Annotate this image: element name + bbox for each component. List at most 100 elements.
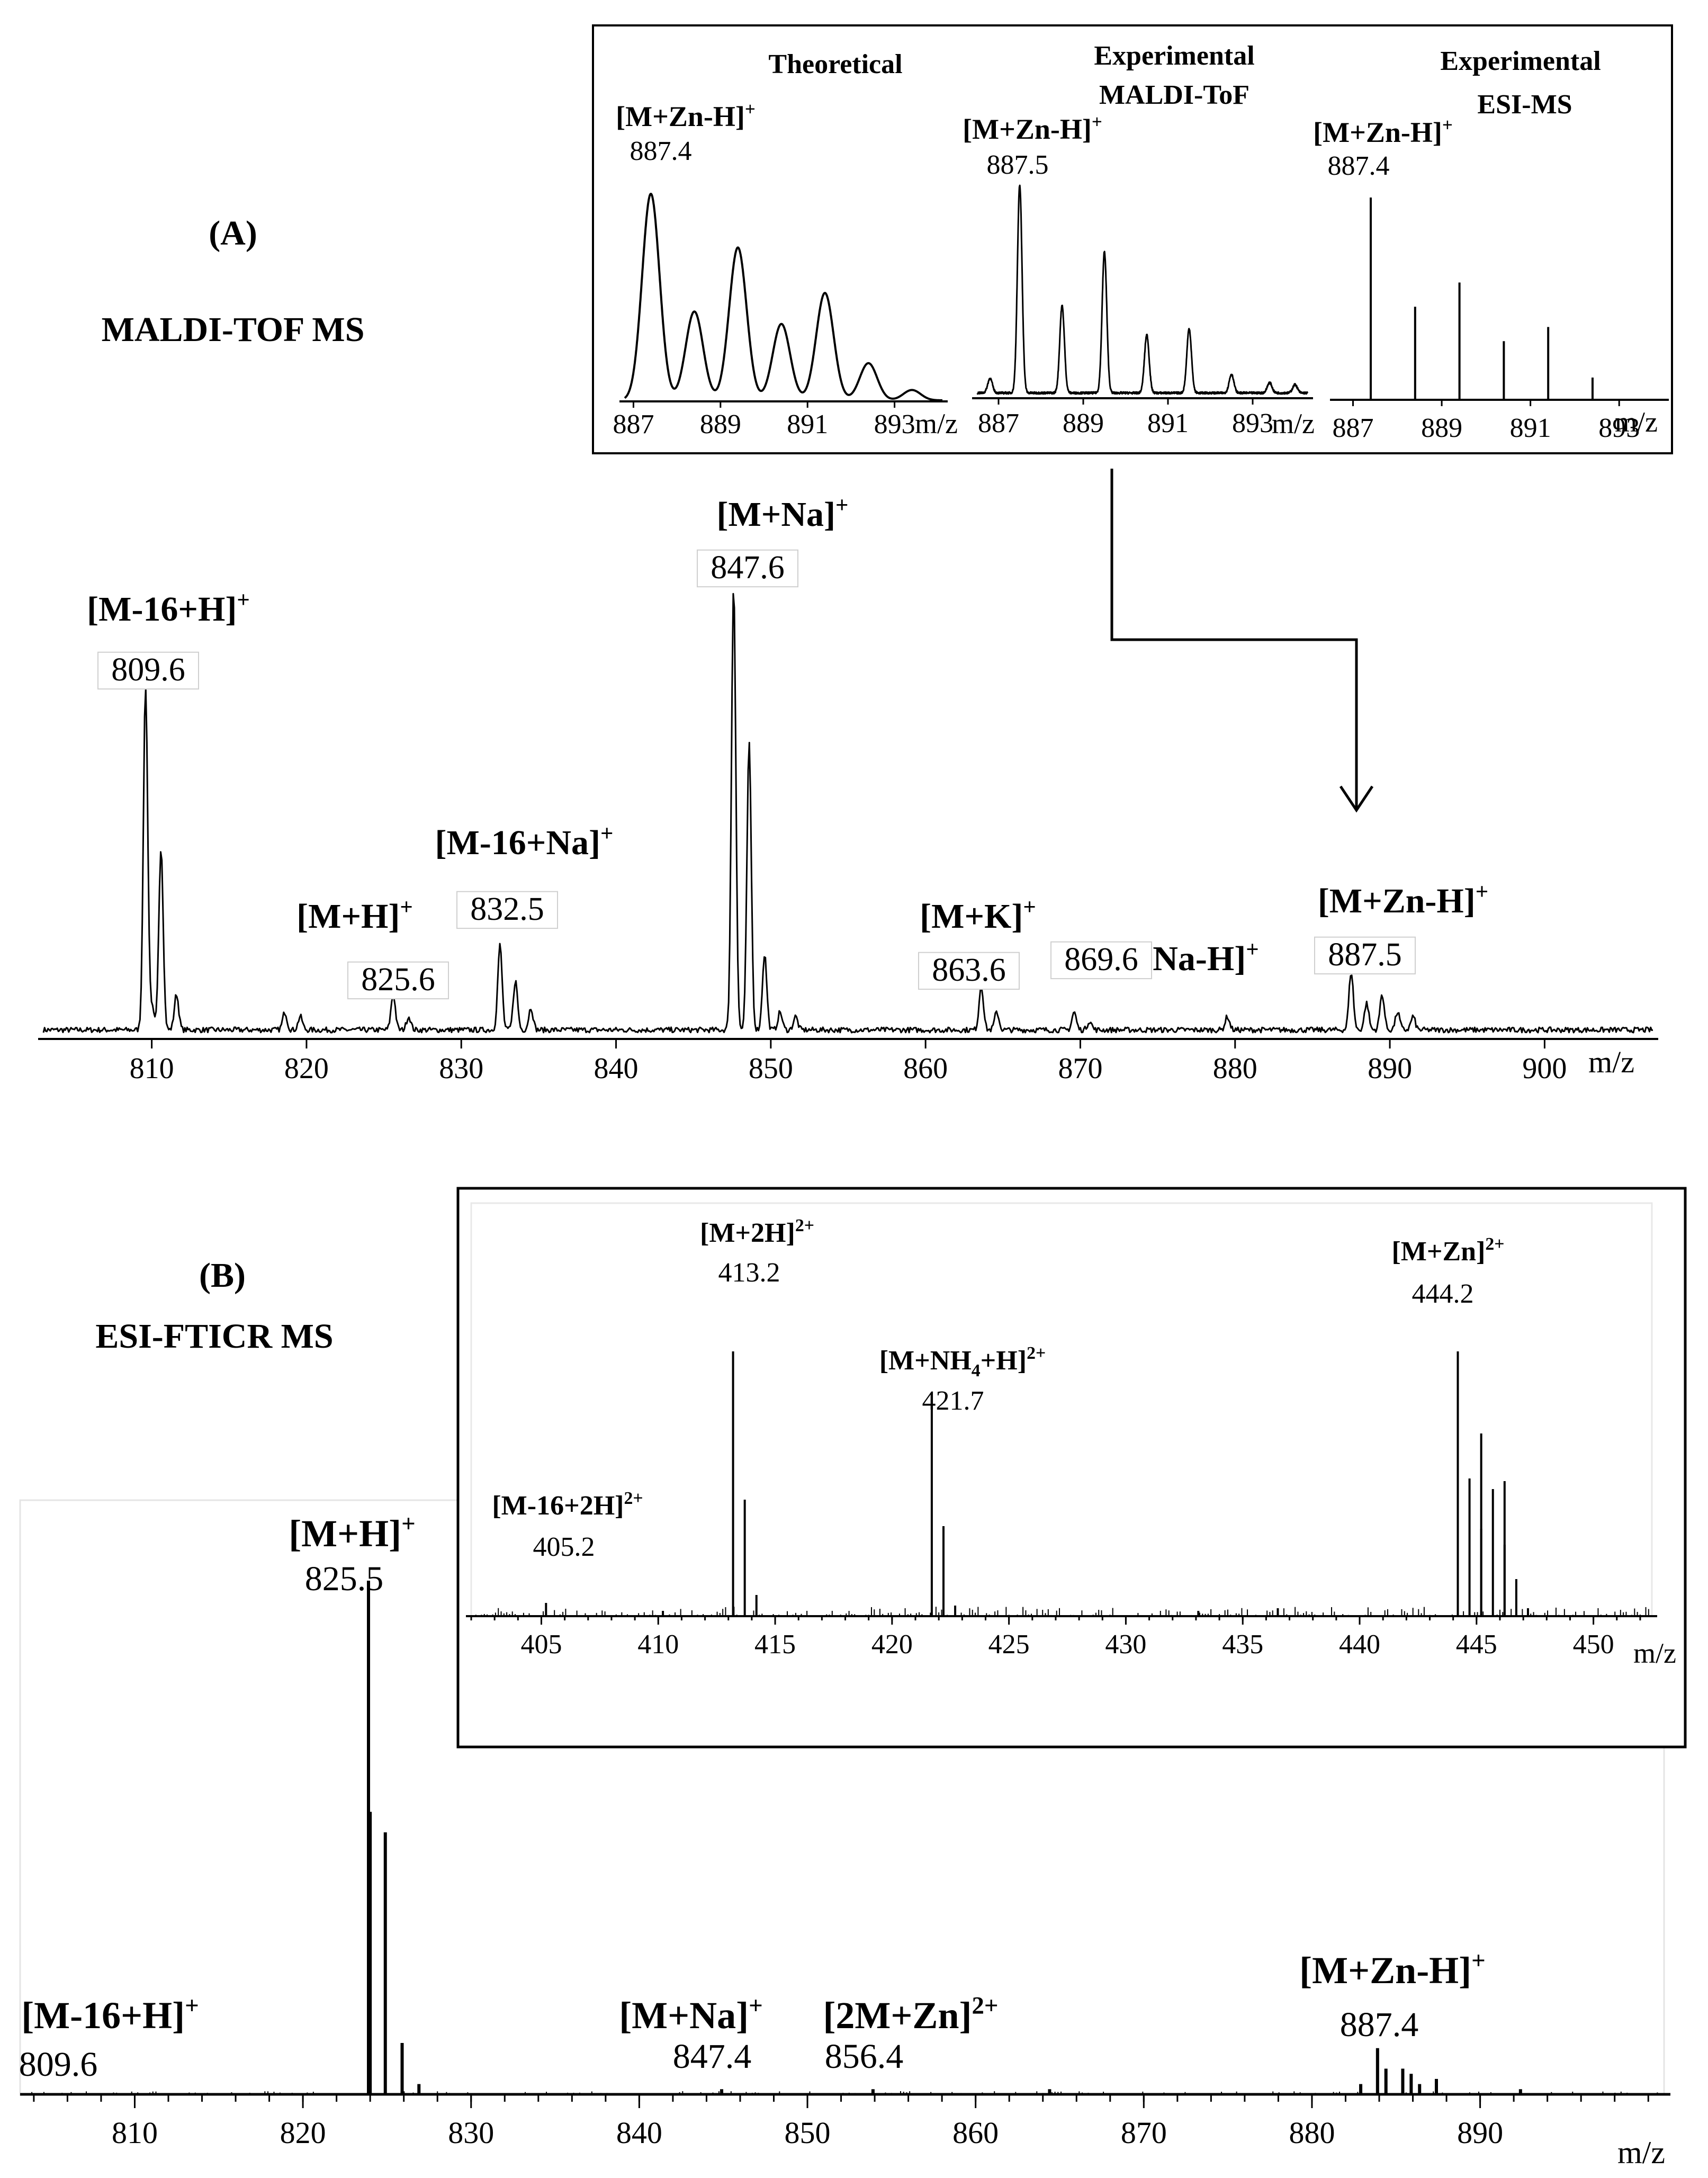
inset-pointer-arrow [1110,469,1358,810]
maldi-mz-label-box [347,961,449,1000]
maldi-tick-label: 840 [594,1052,639,1085]
maldi-mz-label-box [456,891,558,929]
inset-esi-title-line2: ESI-MS [1477,89,1572,120]
maldi-tick-label: 850 [749,1052,793,1085]
inset_theoretical-tick-label: 889 [700,409,741,440]
inset_maldi-tick-label: 893 [1232,408,1273,438]
esi-mz-label: 825.5 [305,1559,384,1598]
maldi-mz-label: 869.6 [1064,942,1138,978]
esi-ion-label: [M+H]+ [289,1510,416,1555]
esi-tick-label: 840 [616,2116,662,2150]
maldi-peak-annotation: [M-16+Na]+ 832.5 [435,821,613,929]
esi_inset-peak-annotation: [M+Zn]2+ 444.2 [1391,1234,1504,1309]
inset_maldi-tick-label: 889 [1063,408,1104,438]
inset-maldi-title-line2: MALDI-ToF [1099,80,1249,110]
maldi-peak-annotation: [M+Zn-H]+ 887.5 [1314,880,1488,975]
maldi-axis-label: m/z [1588,1045,1634,1079]
inset_theoretical-peak-annotation: [M+Zn-H]+ 887.4 [616,98,756,166]
esi-tick-label: 850 [785,2116,831,2150]
maldi-tick-label: 900 [1522,1052,1567,1085]
inset_esi-tick-label: 891 [1510,413,1551,443]
inset-maldi-title-line1: Experimental [1094,41,1254,71]
inset_maldi-mz-label: 887.5 [987,150,1049,180]
maldi-tick-label: 890 [1368,1052,1412,1085]
maldi-peak-annotation: [M+Na]+ 847.6 [697,493,848,588]
esi-mz-label: 856.4 [825,2037,904,2076]
esi-inset-frame [456,1187,1687,1749]
inset_maldi-tick-label: 891 [1147,408,1189,438]
inset_theoretical-x-axis: 887 889 891 893 m/z [613,400,958,440]
inset_maldi-spectrum-trace [976,184,1309,395]
maldi-mz-label-box [1050,941,1152,980]
inset_theoretical-axis-label: m/z [915,408,958,440]
esi_inset-sticks [475,1351,1649,1616]
maldi-mz-label-box [97,651,199,690]
esi-peak-annotation: [M-16+H]+ 809.6 [19,1992,199,2084]
inset-esi-title-line1: Experimental [1440,46,1601,76]
esi_inset-mz-label: 421.7 [922,1386,984,1416]
esi_inset-axis-label: m/z [1633,1637,1676,1669]
maldi-ion-label: [M+Zn-H]+ [1318,880,1488,920]
maldi-ion-label: [M-16+H]+ [87,588,250,629]
esi-ion-label: [M+Zn-H]+ [1299,1947,1486,1992]
maldi-peak-apex [151,1009,153,1011]
esi_inset-ion-label: [M+Zn]2+ [1391,1234,1504,1267]
maldi-mz-label-box [918,952,1020,990]
maldi-spectrum-trace [42,593,1653,1034]
panel-a-method: MALDI-TOF MS [102,310,365,349]
maldi-mz-label: 832.5 [470,891,544,927]
esi-tick-label: 890 [1457,2116,1503,2150]
maldi-peak-annotation: [M-16+H]+ 809.6 [87,588,250,690]
maldi-peak-apex [160,848,162,850]
esi-peak-annotation: [M+Zn-H]+ 887.4 [1299,1947,1486,2044]
esi_inset-mz-label: 405.2 [533,1532,595,1562]
inset_esi-sticks [1370,198,1594,400]
esi-tick-label: 810 [112,2116,158,2150]
inset_maldi-peak-annotation: [M+Zn-H]+ 887.5 [963,111,1102,180]
inset_esi-mz-label: 887.4 [1328,151,1390,181]
esi-peak-annotation: [M+H]+ 825.5 [289,1510,416,1598]
maldi-tick-label: 860 [903,1052,948,1085]
inset_theoretical-spectrum-trace [624,193,943,401]
esi_inset-peak-annotation: [M+NH4+H]2+ 421.7 [879,1343,1046,1416]
inset-theoretical-title: Theoretical [768,49,902,79]
inset_theoretical-tick-label: 893 [874,409,915,440]
panel-b-method: ESI-FTICR MS [95,1317,333,1356]
esi-tick-label: 880 [1289,2116,1335,2150]
inset_esi-tick-label: 893 [1598,413,1640,443]
panel-b-letter: (B) [199,1256,246,1295]
esi-x-axis: 810 820 830 840 850 860 870 880 890 m/z [20,2093,1670,2170]
esi_inset-peak-annotation: [M+2H]2+ 413.2 [700,1216,814,1288]
inset_maldi-tick-label: 887 [978,408,1019,438]
esi-tick-label: 860 [952,2116,999,2150]
inset_theoretical-mz-label: 887.4 [630,136,692,166]
maldi-x-axis: 810 820 830 840 850 860 870 880 890 900 m/z [38,1038,1658,1085]
esi_inset-mz-label: 413.2 [718,1258,780,1288]
esi-axis-label: m/z [1617,2135,1665,2170]
maldi-peak-annotation: [M+K]+ 863.6 [918,895,1036,990]
esi_inset-tick-label: 440 [1339,1629,1380,1660]
maldi-mz-label: 825.6 [361,962,435,998]
esi_inset-tick-label: 415 [754,1629,796,1660]
maldi-mz-label-box [697,549,798,588]
esi-mz-label: 847.4 [673,2037,752,2076]
esi_inset-ion-label: [M+2H]2+ [700,1216,814,1248]
maldi-mz-label: 809.6 [111,652,185,688]
esi-mz-label: 809.6 [19,2045,98,2084]
esi_inset-tick-label: 445 [1456,1629,1497,1660]
maldi-inset-frame [592,24,1673,454]
maldi-tick-label: 820 [284,1052,329,1085]
esi_inset-tick-label: 435 [1222,1629,1263,1660]
inset_esi-peak-annotation: [M+Zn-H]+887.4 [1313,114,1453,181]
esi-tick-label: 820 [280,2116,326,2150]
esi_inset-tick-label: 420 [871,1629,913,1660]
maldi-peak-annotation: [M+2Na-H]+869.6 [1050,937,1259,980]
maldi-mz-label: 887.5 [1328,937,1402,973]
inset_theoretical-tick-label: 887 [613,409,654,440]
esi-peak-annotation: [2M+Zn]2+856.4 [823,1992,998,2076]
maldi-mz-label: 847.6 [711,550,785,586]
esi-ion-label: [M-16+H]+ [21,1992,199,2037]
esi_inset-ion-label: [M+NH4+H]2+ [879,1343,1046,1381]
esi_inset-mz-label: 444.2 [1412,1279,1474,1309]
